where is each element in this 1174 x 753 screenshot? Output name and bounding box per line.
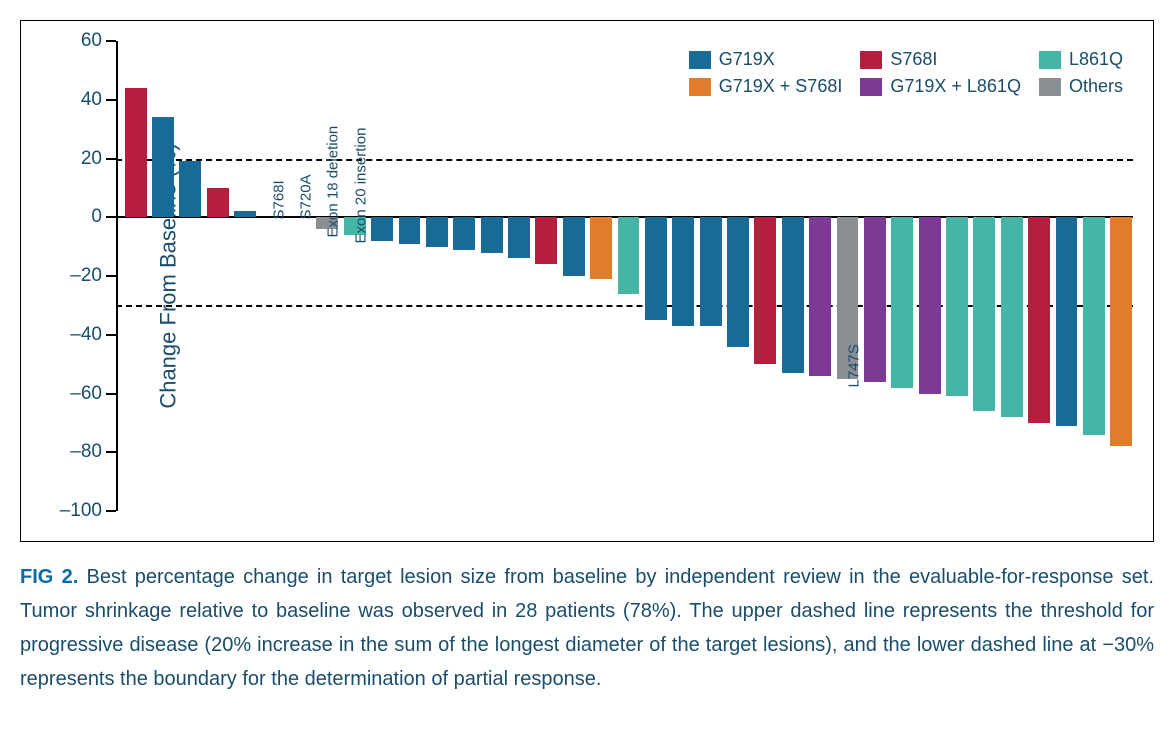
y-tick <box>106 510 116 512</box>
bar <box>700 217 722 326</box>
bars-container: S768I S720A Exon 18 deletion Exon 20 insert… <box>122 41 1133 511</box>
legend-swatch <box>1039 51 1061 69</box>
legend-swatch <box>1039 78 1061 96</box>
figure-container: Change From Baseline (%) S768IS720AExon … <box>20 20 1154 696</box>
bar <box>645 217 667 320</box>
y-tick-label: –100 <box>60 500 102 522</box>
bar <box>1083 217 1105 434</box>
bar <box>234 211 256 217</box>
legend-label: S768I <box>890 49 937 70</box>
y-tick-label: –80 <box>70 441 102 463</box>
bar <box>207 188 229 217</box>
y-tick-label: –40 <box>70 324 102 346</box>
legend-item: Others <box>1039 76 1123 97</box>
y-tick-label: 60 <box>81 30 102 52</box>
y-tick <box>106 158 116 160</box>
bar <box>563 217 585 276</box>
legend-label: G719X + L861Q <box>890 76 1021 97</box>
bar <box>727 217 749 346</box>
bar <box>891 217 913 387</box>
bar <box>809 217 831 376</box>
caption-text: Best percentage change in target lesion … <box>20 566 1154 690</box>
legend-swatch <box>860 78 882 96</box>
legend-item: G719X <box>689 49 843 70</box>
legend-item: L861Q <box>1039 49 1123 70</box>
y-tick <box>106 216 116 218</box>
legend-swatch <box>860 51 882 69</box>
bar-annotation: S720A <box>297 175 314 220</box>
legend-label: G719X <box>719 49 775 70</box>
bar <box>946 217 968 396</box>
waterfall-chart: Change From Baseline (%) S768IS720AExon … <box>20 20 1154 542</box>
bar <box>535 217 557 264</box>
y-tick-label: –20 <box>70 265 102 287</box>
plot-area: Change From Baseline (%) S768IS720AExon … <box>116 41 1133 511</box>
bar <box>508 217 530 258</box>
bar <box>125 88 147 217</box>
bar <box>618 217 640 293</box>
y-tick <box>106 451 116 453</box>
y-axis <box>116 41 118 511</box>
y-tick <box>106 275 116 277</box>
y-tick <box>106 40 116 42</box>
bar <box>1110 217 1132 446</box>
legend-label: Others <box>1069 76 1123 97</box>
bar <box>179 161 201 217</box>
bar <box>371 217 393 241</box>
bar <box>399 217 421 243</box>
y-tick-label: 40 <box>81 89 102 111</box>
legend-label: G719X + S768I <box>719 76 843 97</box>
bar <box>1056 217 1078 426</box>
bar <box>1028 217 1050 423</box>
y-tick-label: 20 <box>81 148 102 170</box>
bar <box>426 217 448 246</box>
y-tick <box>106 334 116 336</box>
y-tick <box>106 99 116 101</box>
figure-label: FIG 2. <box>20 566 78 588</box>
bar <box>919 217 941 393</box>
bar <box>782 217 804 373</box>
y-tick-label: 0 <box>91 206 102 228</box>
legend: G719X S768I L861Q G719X + S768I G719X + L861… <box>689 49 1123 97</box>
y-tick <box>106 393 116 395</box>
bar <box>864 217 886 382</box>
legend-item: S768I <box>860 49 1021 70</box>
bar <box>152 117 174 217</box>
legend-item: G719X + S768I <box>689 76 843 97</box>
bar-annotation: S768I <box>270 181 287 220</box>
bar-annotation: Exon 18 deletion <box>325 126 342 238</box>
bar <box>1001 217 1023 417</box>
bar-annotation: L747S <box>845 344 862 387</box>
bar <box>973 217 995 411</box>
legend-swatch <box>689 51 711 69</box>
bar <box>590 217 612 279</box>
bar <box>754 217 776 364</box>
y-tick-label: –60 <box>70 383 102 405</box>
bar-annotation: Exon 20 insertion <box>352 127 369 243</box>
bar <box>481 217 503 252</box>
legend-swatch <box>689 78 711 96</box>
bar <box>672 217 694 326</box>
legend-label: L861Q <box>1069 49 1123 70</box>
figure-caption: FIG 2. Best percentage change in target … <box>20 560 1154 696</box>
bar <box>453 217 475 249</box>
legend-item: G719X + L861Q <box>860 76 1021 97</box>
